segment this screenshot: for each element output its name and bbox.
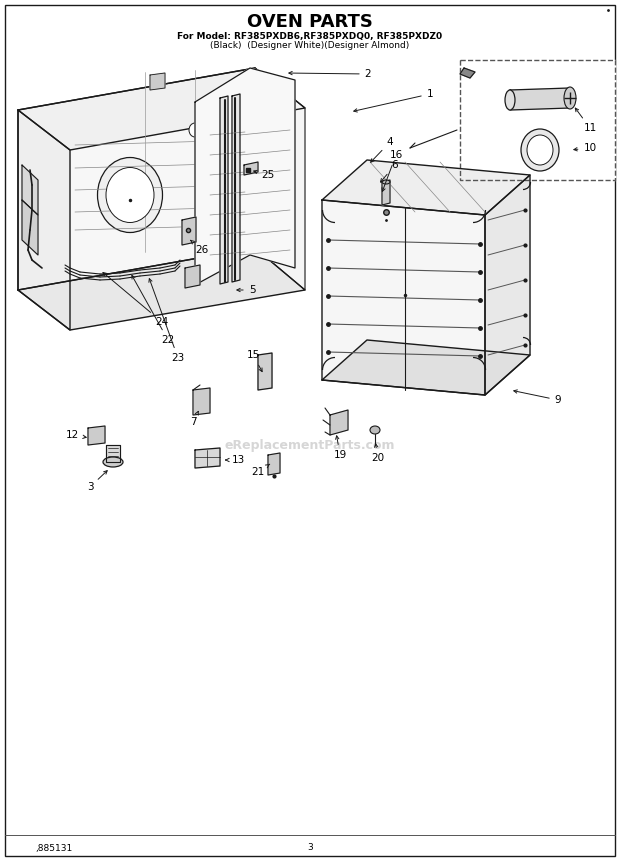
Text: 23: 23	[149, 279, 185, 363]
Text: 21: 21	[251, 464, 270, 477]
Polygon shape	[150, 73, 165, 90]
Polygon shape	[18, 68, 255, 290]
Polygon shape	[268, 453, 280, 475]
Polygon shape	[255, 68, 305, 290]
Polygon shape	[195, 68, 295, 285]
Text: 1: 1	[354, 89, 433, 112]
Text: 13: 13	[226, 455, 245, 465]
Polygon shape	[258, 353, 272, 390]
Polygon shape	[195, 448, 220, 468]
Polygon shape	[193, 388, 210, 415]
Text: 11: 11	[575, 108, 596, 133]
Ellipse shape	[370, 426, 380, 434]
Text: 12: 12	[65, 430, 86, 440]
Polygon shape	[382, 180, 390, 205]
Polygon shape	[510, 88, 570, 110]
Text: 24: 24	[103, 272, 169, 327]
Polygon shape	[330, 410, 348, 435]
Polygon shape	[106, 445, 120, 462]
Polygon shape	[322, 160, 530, 215]
Polygon shape	[182, 217, 196, 245]
Text: eReplacementParts.com: eReplacementParts.com	[224, 438, 396, 451]
Text: 16: 16	[382, 150, 402, 191]
Text: 22: 22	[132, 276, 175, 345]
Polygon shape	[22, 165, 38, 215]
Text: 10: 10	[574, 143, 596, 153]
Text: 3: 3	[87, 471, 107, 492]
Polygon shape	[460, 60, 615, 180]
Ellipse shape	[382, 180, 390, 184]
Text: 4: 4	[371, 137, 393, 162]
Polygon shape	[185, 265, 200, 288]
Polygon shape	[18, 68, 305, 150]
Text: 26: 26	[191, 240, 208, 255]
Text: 3: 3	[307, 844, 313, 852]
Ellipse shape	[189, 123, 201, 137]
Text: OVEN PARTS: OVEN PARTS	[247, 13, 373, 31]
Polygon shape	[88, 426, 105, 445]
Polygon shape	[220, 96, 228, 284]
Ellipse shape	[103, 457, 123, 467]
Polygon shape	[22, 200, 38, 255]
Text: 9: 9	[514, 390, 561, 405]
Ellipse shape	[97, 158, 162, 232]
Polygon shape	[485, 175, 530, 395]
Text: For Model: RF385PXDB6,RF385PXDQ0, RF385PXDZ0: For Model: RF385PXDB6,RF385PXDQ0, RF385P…	[177, 32, 443, 40]
Text: ,885131: ,885131	[35, 844, 73, 852]
Text: 6: 6	[381, 160, 398, 182]
Ellipse shape	[564, 87, 576, 109]
Ellipse shape	[527, 135, 553, 165]
Polygon shape	[322, 340, 530, 395]
Text: 5: 5	[237, 285, 255, 295]
Text: 7: 7	[190, 412, 198, 427]
Polygon shape	[18, 248, 305, 330]
Polygon shape	[232, 94, 240, 282]
Ellipse shape	[505, 90, 515, 110]
Polygon shape	[244, 162, 258, 175]
Text: 19: 19	[334, 436, 347, 460]
Polygon shape	[460, 68, 475, 78]
Polygon shape	[322, 200, 485, 395]
Text: 20: 20	[371, 443, 384, 463]
Polygon shape	[18, 110, 70, 330]
Text: (Black)  (Designer White)(Designer Almond): (Black) (Designer White)(Designer Almond…	[210, 41, 410, 51]
Text: 15: 15	[246, 350, 262, 372]
Ellipse shape	[106, 168, 154, 222]
Text: 25: 25	[254, 170, 275, 180]
Ellipse shape	[521, 129, 559, 171]
Text: 2: 2	[289, 69, 371, 79]
